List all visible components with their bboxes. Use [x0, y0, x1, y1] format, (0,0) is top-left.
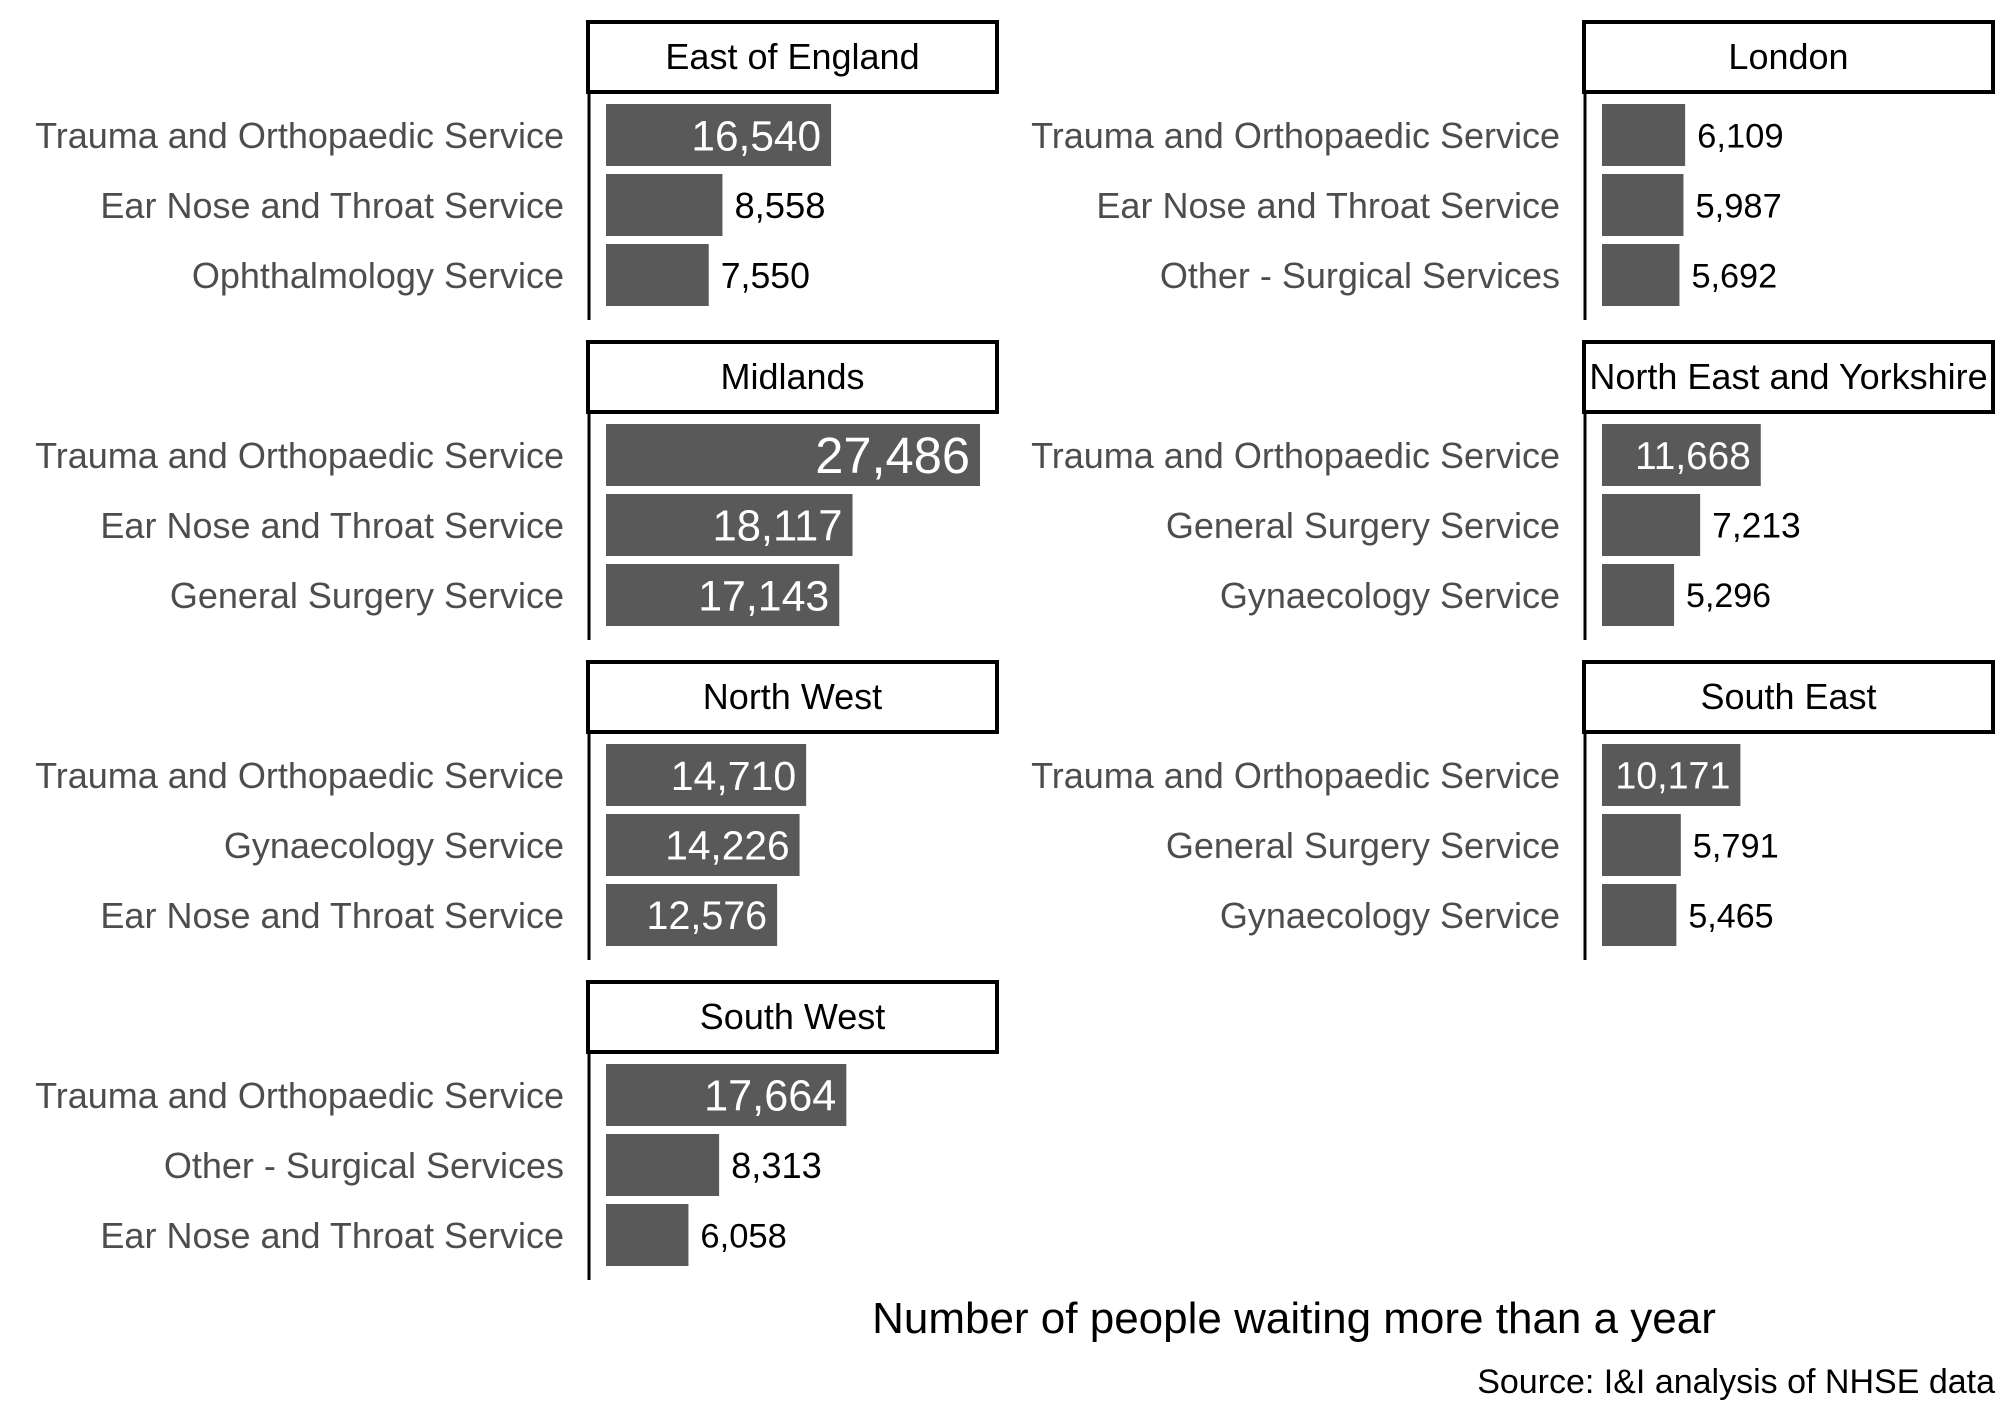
data-label: 7,213	[1712, 506, 1801, 546]
category-label: Trauma and Orthopaedic Service	[35, 755, 564, 796]
data-label: 12,576	[647, 894, 768, 938]
category-label: Other - Surgical Services	[1160, 255, 1560, 296]
bar	[606, 424, 980, 486]
bar	[1602, 744, 1741, 806]
bar	[606, 1064, 847, 1126]
category-label: General Surgery Service	[1166, 505, 1560, 546]
data-label: 11,668	[1635, 435, 1751, 478]
panel-title: North West	[703, 676, 882, 717]
category-label: Ear Nose and Throat Service	[100, 185, 564, 226]
category-label: Gynaecology Service	[1220, 895, 1560, 936]
bar	[1602, 424, 1761, 486]
bar	[1602, 494, 1701, 556]
category-label: Trauma and Orthopaedic Service	[35, 115, 564, 156]
data-label: 5,296	[1686, 577, 1771, 615]
data-label: 5,692	[1691, 257, 1777, 295]
data-label: 16,540	[691, 112, 821, 159]
panel-title: Midlands	[720, 356, 864, 397]
data-label: 18,117	[712, 503, 842, 551]
data-label: 5,791	[1693, 827, 1779, 865]
bar	[606, 244, 709, 306]
bar	[606, 104, 832, 166]
panel-north-west: North West Trauma and Orthopaedic Service…	[35, 660, 999, 960]
bar	[606, 1134, 720, 1196]
panel-strip	[586, 980, 999, 1054]
panel-strip	[586, 20, 999, 94]
category-label: Gynaecology Service	[224, 825, 564, 866]
panel-strip	[586, 660, 999, 734]
panel-south-west: South West Trauma and Orthopaedic Service…	[35, 980, 999, 1280]
bar	[1602, 884, 1677, 946]
data-label: 7,550	[721, 256, 810, 296]
bar	[606, 1204, 689, 1266]
x-axis-label: Number of people waiting more than a yea…	[872, 1294, 1716, 1343]
data-label: 6,058	[700, 1217, 786, 1255]
panel-london: London Trauma and Orthopaedic Service 6,10…	[1031, 20, 1995, 320]
category-label: Trauma and Orthopaedic Service	[1031, 755, 1560, 796]
category-label: Trauma and Orthopaedic Service	[35, 1075, 564, 1116]
category-label: Gynaecology Service	[1220, 575, 1560, 616]
bar	[1602, 104, 1686, 166]
panel-midlands: Midlands Trauma and Orthopaedic Service 27…	[35, 340, 999, 640]
category-label: Trauma and Orthopaedic Service	[35, 435, 564, 476]
data-label: 14,226	[665, 823, 789, 869]
bar	[1602, 564, 1675, 626]
bar	[606, 564, 840, 626]
category-label: Other - Surgical Services	[164, 1145, 564, 1186]
category-label: Trauma and Orthopaedic Service	[1031, 435, 1560, 476]
category-label: Trauma and Orthopaedic Service	[1031, 115, 1560, 156]
bar	[606, 814, 800, 876]
data-label: 5,465	[1688, 897, 1773, 935]
category-label: Ear Nose and Throat Service	[100, 1215, 564, 1256]
panel-title: South East	[1700, 676, 1876, 717]
chart-panels: East of England Trauma and Orthopaedic Se…	[35, 20, 1995, 1280]
data-label: 8,313	[731, 1145, 822, 1186]
bar	[606, 744, 807, 806]
data-label: 10,171	[1615, 755, 1730, 797]
category-label: Ear Nose and Throat Service	[100, 505, 564, 546]
category-label: Ear Nose and Throat Service	[100, 895, 564, 936]
data-label: 6,109	[1697, 117, 1784, 155]
source-caption: Source: I&I analysis of NHSE data	[1477, 1363, 1995, 1401]
panel-strip	[586, 340, 999, 414]
panel-strip	[1582, 20, 1995, 94]
panel-title: North East and Yorkshire	[1589, 356, 1987, 397]
panel-title: South West	[700, 996, 885, 1037]
data-label: 17,664	[704, 1073, 836, 1121]
panel-strip	[1582, 340, 1995, 414]
panel-title: London	[1728, 36, 1848, 77]
panel-title: East of England	[665, 36, 919, 77]
bar	[1602, 174, 1684, 236]
data-label: 14,710	[671, 753, 796, 799]
data-label: 27,486	[815, 427, 970, 484]
data-label: 5,987	[1695, 187, 1781, 225]
data-label: 8,558	[734, 185, 825, 226]
panel-east-of-england: East of England Trauma and Orthopaedic Se…	[35, 20, 999, 320]
bar	[606, 494, 853, 556]
panel-south-east: South East Trauma and Orthopaedic Service…	[1031, 660, 1995, 960]
category-label: Ear Nose and Throat Service	[1096, 185, 1560, 226]
category-label: Ophthalmology Service	[192, 255, 564, 296]
bar	[606, 174, 723, 236]
category-label: General Surgery Service	[170, 575, 564, 616]
bar	[1602, 244, 1680, 306]
panel-north-east-and-yorkshire: North East and Yorkshire Trauma and Ortho…	[1031, 340, 1995, 640]
data-label: 17,143	[698, 572, 829, 620]
bar	[1602, 814, 1681, 876]
panel-strip	[1582, 660, 1995, 734]
bar	[606, 884, 778, 946]
category-label: General Surgery Service	[1166, 825, 1560, 866]
